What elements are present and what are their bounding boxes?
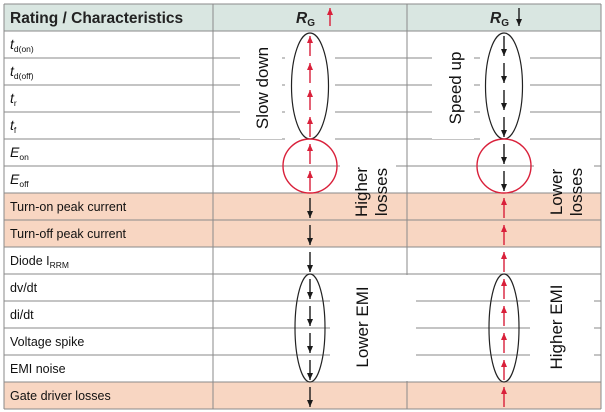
arrow-up-icon xyxy=(501,387,507,394)
arrow-down-icon xyxy=(307,400,313,407)
arrow-down-icon xyxy=(307,292,313,299)
row-label: dv/dt xyxy=(10,281,38,295)
row-label: tf xyxy=(10,117,17,135)
arrow-down-icon xyxy=(501,49,507,56)
label-mask xyxy=(534,140,594,192)
row-label: di/dt xyxy=(10,308,34,322)
lower-losses-label-2: losses xyxy=(567,168,586,216)
losses-circle xyxy=(282,138,338,194)
arrow-down-icon xyxy=(307,265,313,272)
arrow-up-icon xyxy=(307,63,313,70)
lower-emi-label: Lower EMI xyxy=(353,286,372,367)
emi-ellipse xyxy=(488,273,520,383)
arrow-up-icon xyxy=(501,306,507,313)
higher-losses-label-1: Higher xyxy=(352,167,371,217)
header-row xyxy=(4,4,601,31)
row-label: Diode IRRM xyxy=(10,254,69,270)
arrow-down-icon xyxy=(501,130,507,137)
arrow-down-icon xyxy=(307,373,313,380)
losses-circle xyxy=(476,138,532,194)
arrow-up-icon xyxy=(501,198,507,205)
slow-down-label: Slow down xyxy=(253,47,272,129)
arrow-up-icon xyxy=(501,279,507,286)
emi-ellipse xyxy=(294,273,326,383)
arrow-down-icon xyxy=(501,103,507,110)
arrow-down-icon xyxy=(501,76,507,83)
row-label: Gate driver losses xyxy=(10,389,111,403)
arrow-down-icon xyxy=(307,238,313,245)
arrow-up-icon xyxy=(307,90,313,97)
row-label: Turn-on peak current xyxy=(10,200,127,214)
label-mask xyxy=(340,140,396,192)
row-label: Turn-off peak current xyxy=(10,227,127,241)
arrow-up-icon xyxy=(501,252,507,259)
lower-losses-label-1: Lower xyxy=(547,169,566,216)
arrow-up-icon xyxy=(307,117,313,124)
highlight-row xyxy=(4,382,601,409)
label-mask xyxy=(240,34,282,139)
arrow-up-icon xyxy=(501,360,507,367)
label-mask xyxy=(330,275,416,381)
arrow-down-icon xyxy=(307,211,313,218)
header-col2: RG xyxy=(296,10,315,29)
row-label: td(on) xyxy=(10,36,34,54)
header-col1: Rating / Characteristics xyxy=(10,10,183,27)
header-rg-arrow-down-icon xyxy=(516,19,522,26)
row-label: tr xyxy=(10,90,17,108)
arrow-down-icon xyxy=(307,319,313,326)
row-label: EMI noise xyxy=(10,362,66,376)
header-rg-arrow-up-icon xyxy=(327,8,333,15)
row-label: Eoff xyxy=(10,171,29,189)
speed-up-label: Speed up xyxy=(446,52,465,125)
highlight-row xyxy=(4,193,601,220)
row-label: Voltage spike xyxy=(10,335,84,349)
row-label: Eon xyxy=(10,144,29,162)
row-label: td(off) xyxy=(10,63,34,81)
arrow-up-icon xyxy=(501,225,507,232)
arrow-up-icon xyxy=(501,333,507,340)
header-col3: RG xyxy=(490,10,509,29)
highlight-row xyxy=(4,220,601,247)
higher-losses-label-2: losses xyxy=(372,168,391,216)
arrow-down-icon xyxy=(501,157,507,164)
arrow-up-icon xyxy=(307,36,313,43)
higher-emi-label: Higher EMI xyxy=(547,284,566,369)
label-mask xyxy=(432,34,474,139)
arrow-up-icon xyxy=(307,144,313,151)
arrow-down-icon xyxy=(307,346,313,353)
label-mask xyxy=(530,275,594,381)
arrow-up-icon xyxy=(307,171,313,178)
arrow-down-icon xyxy=(501,184,507,191)
